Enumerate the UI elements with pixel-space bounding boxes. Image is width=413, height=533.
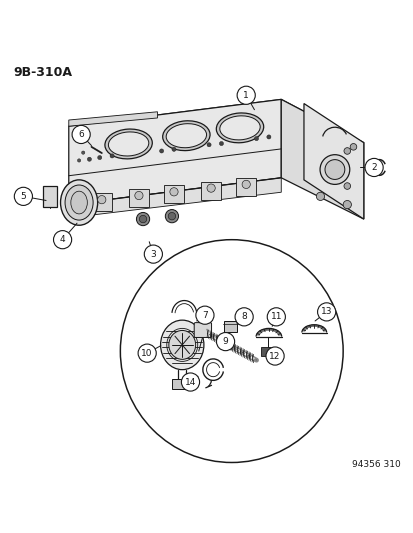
Ellipse shape bbox=[60, 180, 97, 225]
Text: 14: 14 bbox=[184, 377, 196, 386]
Circle shape bbox=[81, 151, 85, 154]
Circle shape bbox=[317, 303, 335, 321]
Polygon shape bbox=[69, 99, 363, 169]
Circle shape bbox=[168, 213, 175, 220]
Circle shape bbox=[159, 149, 163, 153]
Circle shape bbox=[165, 209, 178, 223]
Ellipse shape bbox=[108, 132, 148, 156]
Circle shape bbox=[169, 188, 178, 196]
FancyBboxPatch shape bbox=[164, 185, 183, 204]
Polygon shape bbox=[303, 103, 363, 219]
Circle shape bbox=[14, 187, 32, 205]
Text: 4: 4 bbox=[59, 235, 65, 244]
FancyBboxPatch shape bbox=[92, 193, 112, 211]
Circle shape bbox=[138, 344, 156, 362]
FancyBboxPatch shape bbox=[261, 346, 274, 356]
Circle shape bbox=[144, 245, 162, 263]
Text: 3: 3 bbox=[150, 249, 156, 259]
Ellipse shape bbox=[216, 113, 263, 143]
Polygon shape bbox=[280, 99, 363, 219]
Text: 11: 11 bbox=[270, 312, 281, 321]
Ellipse shape bbox=[71, 191, 87, 214]
Circle shape bbox=[242, 180, 250, 189]
Text: 6: 6 bbox=[78, 130, 84, 139]
Circle shape bbox=[171, 147, 176, 151]
Text: 7: 7 bbox=[202, 311, 207, 320]
Circle shape bbox=[53, 231, 71, 249]
Ellipse shape bbox=[65, 185, 93, 220]
Circle shape bbox=[267, 308, 285, 326]
Circle shape bbox=[195, 306, 214, 324]
Text: 5: 5 bbox=[21, 192, 26, 201]
Text: 10: 10 bbox=[141, 349, 152, 358]
Text: 1: 1 bbox=[243, 91, 249, 100]
FancyBboxPatch shape bbox=[236, 178, 256, 196]
Circle shape bbox=[266, 347, 283, 365]
Circle shape bbox=[364, 158, 382, 176]
Circle shape bbox=[235, 308, 253, 326]
Circle shape bbox=[77, 159, 81, 162]
Circle shape bbox=[254, 136, 258, 141]
FancyBboxPatch shape bbox=[223, 320, 236, 332]
Circle shape bbox=[206, 184, 215, 192]
Circle shape bbox=[349, 143, 356, 150]
Text: 9: 9 bbox=[222, 337, 228, 346]
Circle shape bbox=[206, 143, 211, 147]
Ellipse shape bbox=[104, 129, 152, 159]
Circle shape bbox=[316, 192, 324, 200]
Circle shape bbox=[237, 86, 255, 104]
Circle shape bbox=[97, 196, 106, 204]
Text: 94356 310: 94356 310 bbox=[351, 459, 400, 469]
Circle shape bbox=[136, 213, 149, 225]
Circle shape bbox=[120, 240, 342, 463]
Ellipse shape bbox=[162, 121, 209, 151]
Polygon shape bbox=[69, 112, 157, 126]
FancyBboxPatch shape bbox=[172, 379, 192, 389]
Text: 8: 8 bbox=[241, 312, 247, 321]
Circle shape bbox=[342, 200, 351, 209]
Circle shape bbox=[87, 157, 91, 161]
Polygon shape bbox=[69, 99, 280, 205]
Circle shape bbox=[343, 183, 350, 189]
Text: 13: 13 bbox=[320, 308, 332, 317]
Circle shape bbox=[110, 154, 114, 158]
Circle shape bbox=[219, 141, 223, 146]
FancyBboxPatch shape bbox=[129, 189, 148, 207]
Text: 2: 2 bbox=[370, 163, 376, 172]
Circle shape bbox=[72, 125, 90, 143]
FancyBboxPatch shape bbox=[43, 186, 57, 207]
Ellipse shape bbox=[166, 124, 206, 148]
Circle shape bbox=[97, 156, 102, 160]
Text: 9B-310A: 9B-310A bbox=[13, 67, 72, 79]
Circle shape bbox=[135, 191, 143, 200]
FancyBboxPatch shape bbox=[194, 322, 211, 337]
Ellipse shape bbox=[319, 155, 349, 184]
Circle shape bbox=[216, 333, 234, 351]
FancyBboxPatch shape bbox=[201, 182, 221, 200]
Circle shape bbox=[181, 373, 199, 391]
Polygon shape bbox=[69, 178, 280, 218]
Circle shape bbox=[139, 215, 146, 223]
Ellipse shape bbox=[324, 160, 344, 180]
Ellipse shape bbox=[160, 320, 204, 370]
Text: 12: 12 bbox=[269, 352, 280, 360]
Circle shape bbox=[266, 135, 270, 139]
Circle shape bbox=[343, 148, 350, 154]
Ellipse shape bbox=[169, 330, 195, 359]
Ellipse shape bbox=[219, 116, 259, 140]
